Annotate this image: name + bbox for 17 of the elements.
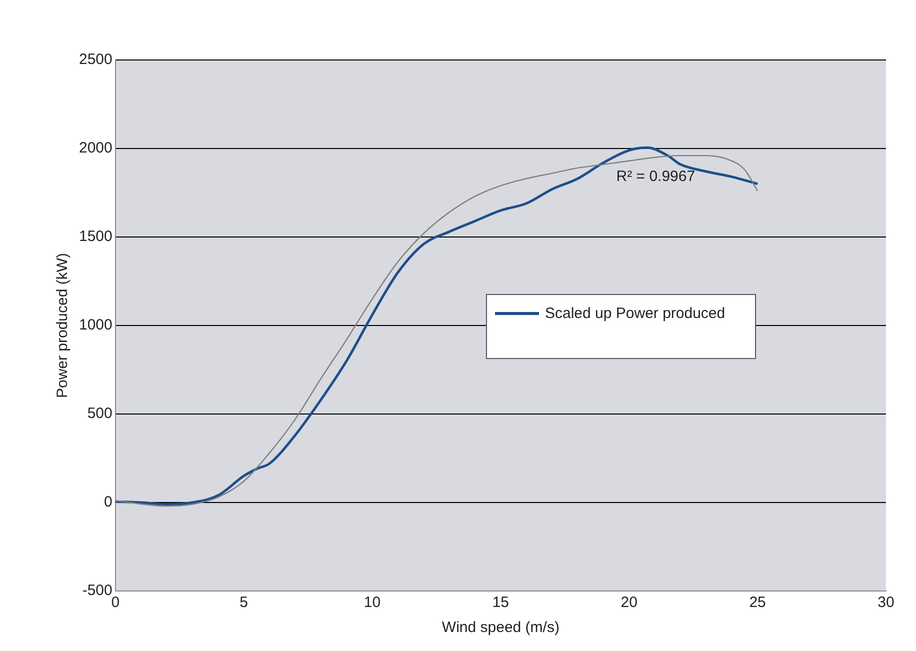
annotation: R² = 0.9967 [616,168,696,185]
y-tick-label: 2500 [78,51,112,68]
x-tick-label: 30 [878,594,894,612]
y-tick-label: 1500 [78,228,112,246]
x-tick-label: 15 [492,594,510,612]
y-tick-label: 1000 [78,316,112,334]
y-tick-label: 500 [87,405,112,422]
y-tick-label: 2000 [78,140,112,157]
x-axis-title: Wind speed (m/s) [442,619,560,636]
y-tick-label: 0 [104,494,112,511]
x-tick-label: 20 [620,594,638,612]
legend-label: Scaled up Power produced [545,304,726,322]
x-tick-label: 10 [364,594,381,612]
y-tick-label: -500 [82,582,112,600]
x-tick-label: 25 [749,594,766,612]
x-tick-label: 5 [240,594,248,612]
y-axis-title: Power produced (kW) [54,252,72,398]
